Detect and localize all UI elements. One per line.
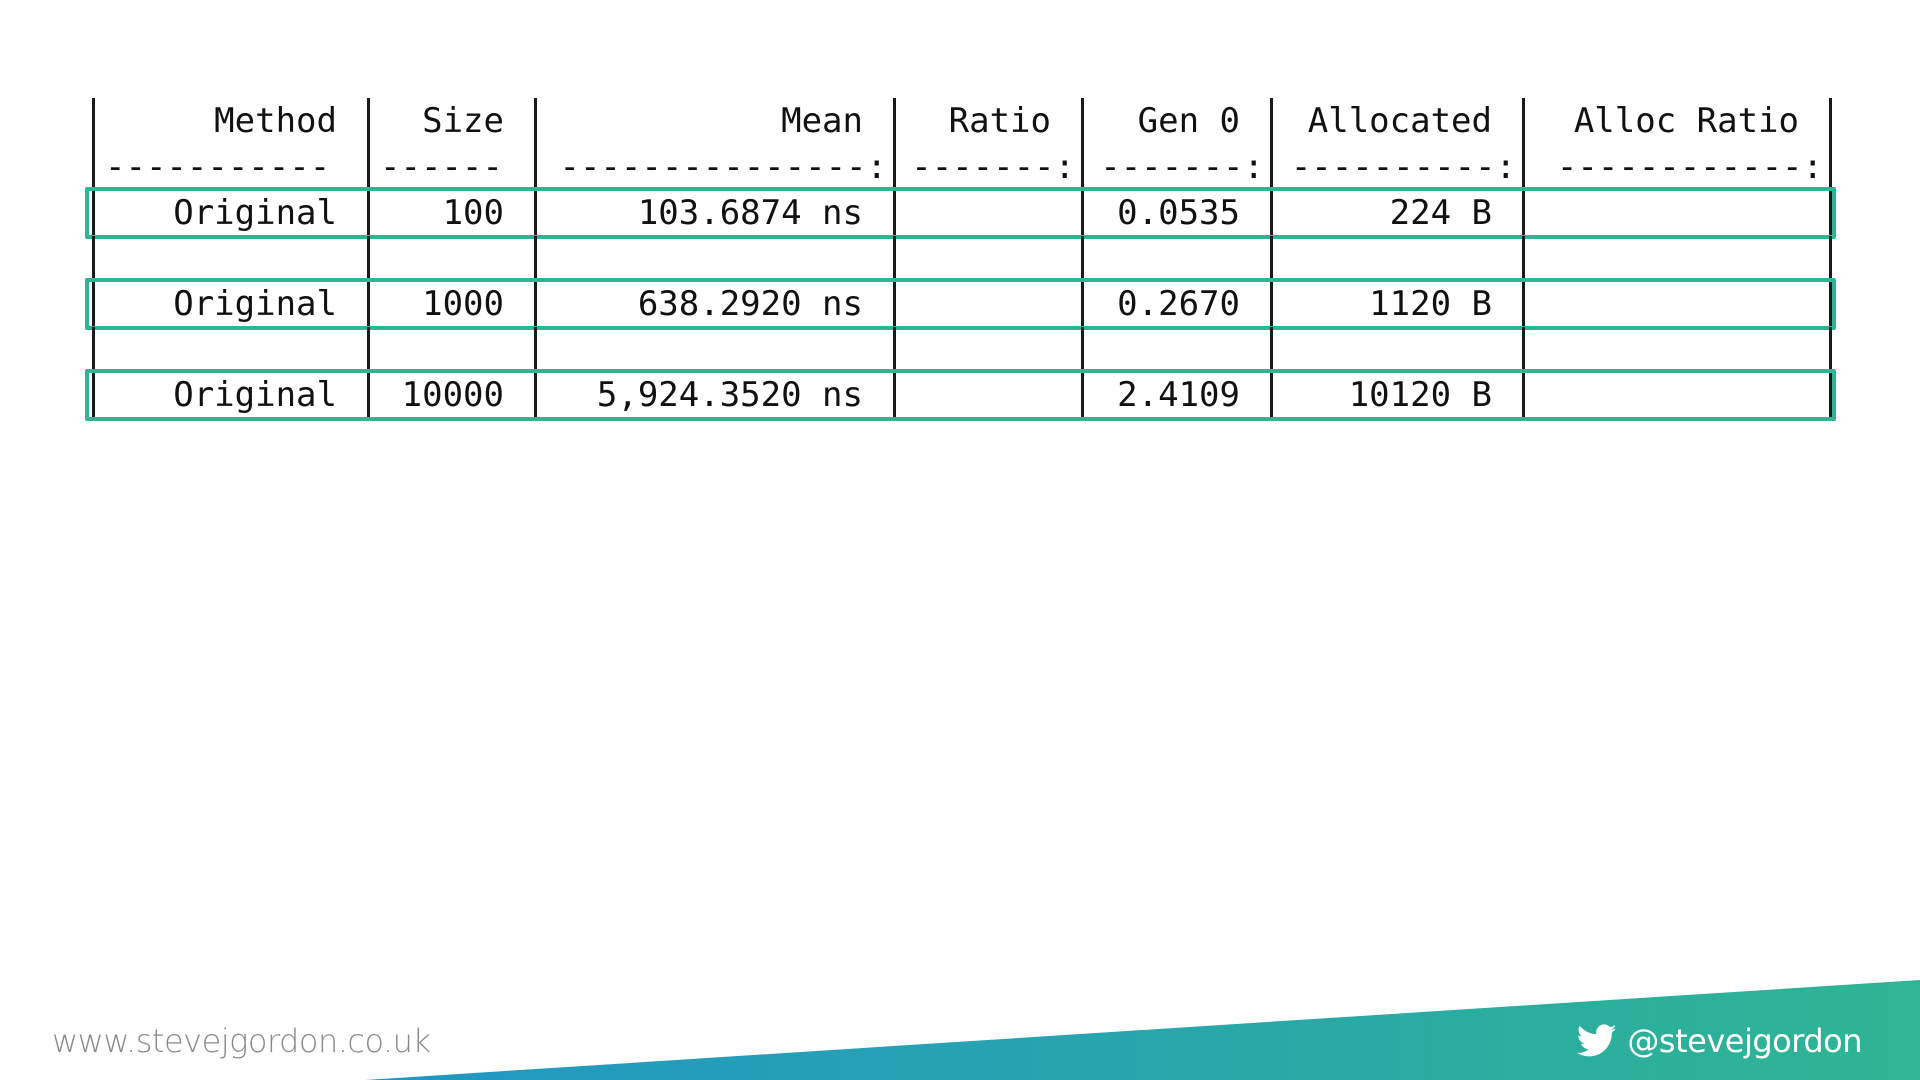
- separator-cell: -------:: [893, 144, 1081, 190]
- header-ratio: Ratio: [893, 98, 1081, 144]
- table-empty-row: [92, 236, 1832, 281]
- separator-cell: ------------:: [1522, 144, 1832, 190]
- cell-ratio: [893, 190, 1081, 236]
- separator-cell: -----------: [92, 144, 367, 190]
- twitter-handle-text: @stevejgordon: [1627, 1022, 1862, 1060]
- cell-method: Original: [92, 281, 367, 327]
- cell-gen0: 2.4109: [1081, 372, 1270, 418]
- cell-gen0: 0.0535: [1081, 190, 1270, 236]
- table-empty-row: [92, 327, 1832, 372]
- table-row-highlighted: Original 10000 5,924.3520 ns 2.4109 1012…: [85, 369, 1836, 421]
- cell-method: Original: [92, 190, 367, 236]
- cell-allocated: 224 B: [1270, 190, 1522, 236]
- benchmark-results-table: Method Size Mean Ratio Gen 0 Allocated A…: [85, 98, 1836, 421]
- cell-allocated: 1120 B: [1270, 281, 1522, 327]
- header-size: Size: [367, 98, 534, 144]
- cell-alloc-ratio: [1522, 281, 1832, 327]
- twitter-handle[interactable]: @stevejgordon: [1577, 1022, 1862, 1060]
- separator-cell: ----------:: [1270, 144, 1522, 190]
- cell-alloc-ratio: [1522, 190, 1832, 236]
- table-separator-row: ----------- ------ ---------------: ----…: [92, 144, 1832, 190]
- footer-gradient-band: [365, 980, 1920, 1080]
- header-method: Method: [92, 98, 367, 144]
- cell-size: 100: [367, 190, 534, 236]
- cell-ratio: [893, 281, 1081, 327]
- separator-cell: -------:: [1081, 144, 1270, 190]
- table-header-row: Method Size Mean Ratio Gen 0 Allocated A…: [92, 98, 1832, 144]
- header-gen0: Gen 0: [1081, 98, 1270, 144]
- separator-cell: ------: [367, 144, 534, 190]
- table-row-highlighted: Original 1000 638.2920 ns 0.2670 1120 B: [85, 278, 1836, 330]
- twitter-bird-icon: [1577, 1024, 1617, 1057]
- separator-cell: ---------------:: [534, 144, 893, 190]
- cell-gen0: 0.2670: [1081, 281, 1270, 327]
- cell-method: Original: [92, 372, 367, 418]
- table-row-highlighted: Original 100 103.6874 ns 0.0535 224 B: [85, 187, 1836, 239]
- cell-alloc-ratio: [1522, 372, 1832, 418]
- header-alloc-ratio: Alloc Ratio: [1522, 98, 1832, 144]
- website-url[interactable]: www.stevejgordon.co.uk: [52, 1022, 431, 1060]
- cell-mean: 5,924.3520 ns: [534, 372, 893, 418]
- cell-mean: 103.6874 ns: [534, 190, 893, 236]
- cell-ratio: [893, 372, 1081, 418]
- cell-size: 10000: [367, 372, 534, 418]
- cell-mean: 638.2920 ns: [534, 281, 893, 327]
- cell-allocated: 10120 B: [1270, 372, 1522, 418]
- header-mean: Mean: [534, 98, 893, 144]
- header-allocated: Allocated: [1270, 98, 1522, 144]
- cell-size: 1000: [367, 281, 534, 327]
